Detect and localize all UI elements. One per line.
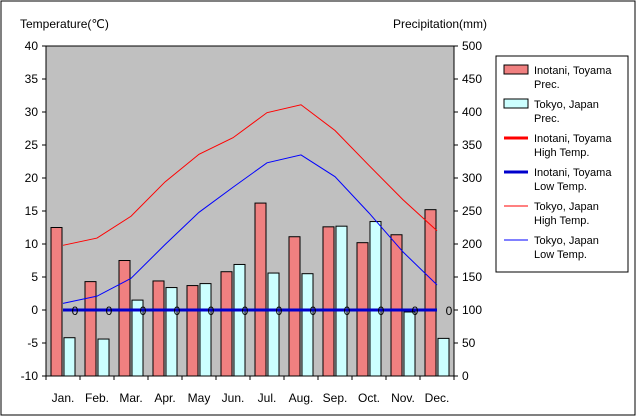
right-tick-label: 350 bbox=[462, 138, 482, 152]
point-label: 0 bbox=[242, 304, 249, 318]
legend-swatch bbox=[503, 64, 529, 75]
month-label: Sep. bbox=[323, 391, 348, 405]
left-tick-label: 5 bbox=[31, 270, 38, 284]
precip-bar-inotani bbox=[84, 281, 97, 377]
precip-bar-inotani bbox=[220, 271, 233, 377]
month-label: Feb. bbox=[85, 391, 109, 405]
legend-label: Inotani, Toyama bbox=[534, 133, 612, 145]
left-tick-label: 35 bbox=[25, 72, 39, 86]
precip-bar-tokyo bbox=[131, 299, 144, 377]
legend-label: Prec. bbox=[534, 113, 560, 125]
right-tick-label: 50 bbox=[462, 336, 476, 350]
precip-bar-tokyo bbox=[301, 273, 314, 377]
month-label: Jun. bbox=[222, 391, 245, 405]
left-tick-label: 40 bbox=[25, 39, 39, 53]
month-label: Apr. bbox=[154, 391, 175, 405]
right-tick-label: 200 bbox=[462, 237, 482, 251]
legend: Inotani, Toyama Prec. Tokyo, Japan Prec. Ino… bbox=[495, 55, 629, 273]
point-label: 0 bbox=[412, 304, 419, 318]
left-tick-label: 10 bbox=[25, 237, 39, 251]
precip-bar-tokyo bbox=[403, 311, 416, 377]
plot-area bbox=[45, 45, 455, 377]
precip-bar-tokyo bbox=[335, 225, 348, 377]
point-label: 0 bbox=[344, 304, 351, 318]
legend-label: High Temp. bbox=[534, 215, 589, 227]
right-axis-ticks: 0 50 100 150 200 250 300 350 400 450 500 bbox=[454, 39, 482, 383]
right-tick-label: 250 bbox=[462, 204, 482, 218]
month-label: Aug. bbox=[289, 391, 314, 405]
month-label: Jan. bbox=[52, 391, 75, 405]
precip-bar-inotani bbox=[424, 209, 437, 377]
right-tick-label: 0 bbox=[462, 369, 469, 383]
point-label: 0 bbox=[208, 304, 215, 318]
precip-bar-tokyo bbox=[165, 287, 178, 377]
month-label: Oct. bbox=[358, 391, 380, 405]
legend-label: Inotani, Toyama bbox=[534, 65, 612, 77]
point-label: 0 bbox=[276, 304, 283, 318]
precip-bar-tokyo bbox=[63, 337, 76, 377]
precip-bar-tokyo bbox=[437, 337, 450, 377]
right-tick-label: 450 bbox=[462, 72, 482, 86]
right-tick-label: 400 bbox=[462, 105, 482, 119]
precip-bar-inotani bbox=[390, 234, 403, 377]
left-tick-label: -10 bbox=[21, 369, 39, 383]
left-tick-label: 20 bbox=[25, 171, 39, 185]
temp-line-3 bbox=[62, 154, 438, 304]
month-label: Dec. bbox=[425, 391, 450, 405]
legend-label: Inotani, Toyama bbox=[534, 167, 612, 179]
right-tick-label: 500 bbox=[462, 39, 482, 53]
precip-bar-inotani bbox=[50, 227, 63, 377]
legend-swatch bbox=[503, 98, 529, 109]
legend-label: Low Temp. bbox=[534, 181, 587, 193]
left-tick-label: 0 bbox=[31, 303, 38, 317]
temp-line-2 bbox=[62, 104, 438, 246]
legend-label: Tokyo, Japan bbox=[534, 99, 599, 111]
precip-bar-inotani bbox=[254, 202, 267, 377]
precip-bar-inotani bbox=[288, 236, 301, 377]
point-label: 0 bbox=[378, 304, 385, 318]
point-label: 0 bbox=[174, 304, 181, 318]
right-tick-label: 300 bbox=[462, 171, 482, 185]
month-label: May bbox=[188, 391, 211, 405]
left-axis-title: Temperature(℃) bbox=[20, 17, 109, 31]
precip-bar-tokyo bbox=[267, 272, 280, 377]
left-tick-label: -5 bbox=[27, 336, 38, 350]
left-tick-label: 15 bbox=[25, 204, 39, 218]
legend-label: Low Temp. bbox=[534, 249, 587, 261]
precip-bar-tokyo bbox=[369, 221, 382, 377]
legend-label: Prec. bbox=[534, 79, 560, 91]
precipitation-bars bbox=[50, 202, 450, 377]
right-tick-label: 150 bbox=[462, 270, 482, 284]
point-label: 0 bbox=[310, 304, 317, 318]
left-tick-label: 30 bbox=[25, 105, 39, 119]
month-labels: Jan. Feb. Mar. Apr. May Jun. Jul. Aug. Sep. Oct. N… bbox=[52, 391, 450, 405]
precip-bar-inotani bbox=[186, 285, 199, 377]
legend-items: Inotani, Toyama Prec. Tokyo, Japan Prec. Ino… bbox=[503, 64, 612, 261]
point-label: 0 bbox=[72, 304, 79, 318]
precip-bar-inotani bbox=[118, 260, 131, 377]
temperature-lines bbox=[62, 104, 438, 312]
legend-box bbox=[495, 55, 629, 273]
legend-label: Tokyo, Japan bbox=[534, 235, 599, 247]
point-label: 0 bbox=[106, 304, 113, 318]
month-label: Jul. bbox=[258, 391, 277, 405]
left-tick-label: 25 bbox=[25, 138, 39, 152]
legend-label: High Temp. bbox=[534, 147, 589, 159]
point-label: 0 bbox=[140, 304, 147, 318]
month-label: Mar. bbox=[119, 391, 142, 405]
point-label: 0 bbox=[446, 304, 453, 318]
right-axis-title: Precipitation(mm) bbox=[393, 17, 487, 31]
right-tick-label: 100 bbox=[462, 303, 482, 317]
precip-bar-tokyo bbox=[233, 263, 246, 377]
month-label: Nov. bbox=[391, 391, 415, 405]
legend-label: Tokyo, Japan bbox=[534, 201, 599, 213]
left-axis-ticks: -10 -5 0 5 10 15 20 25 30 35 40 bbox=[21, 39, 455, 383]
precip-bar-inotani bbox=[322, 226, 335, 377]
precip-bar-inotani bbox=[152, 280, 165, 377]
precip-bar-tokyo bbox=[97, 338, 110, 377]
point-labels: 0 0 0 0 0 0 0 0 0 0 0 0 bbox=[72, 304, 453, 318]
precip-bar-tokyo bbox=[199, 283, 212, 377]
